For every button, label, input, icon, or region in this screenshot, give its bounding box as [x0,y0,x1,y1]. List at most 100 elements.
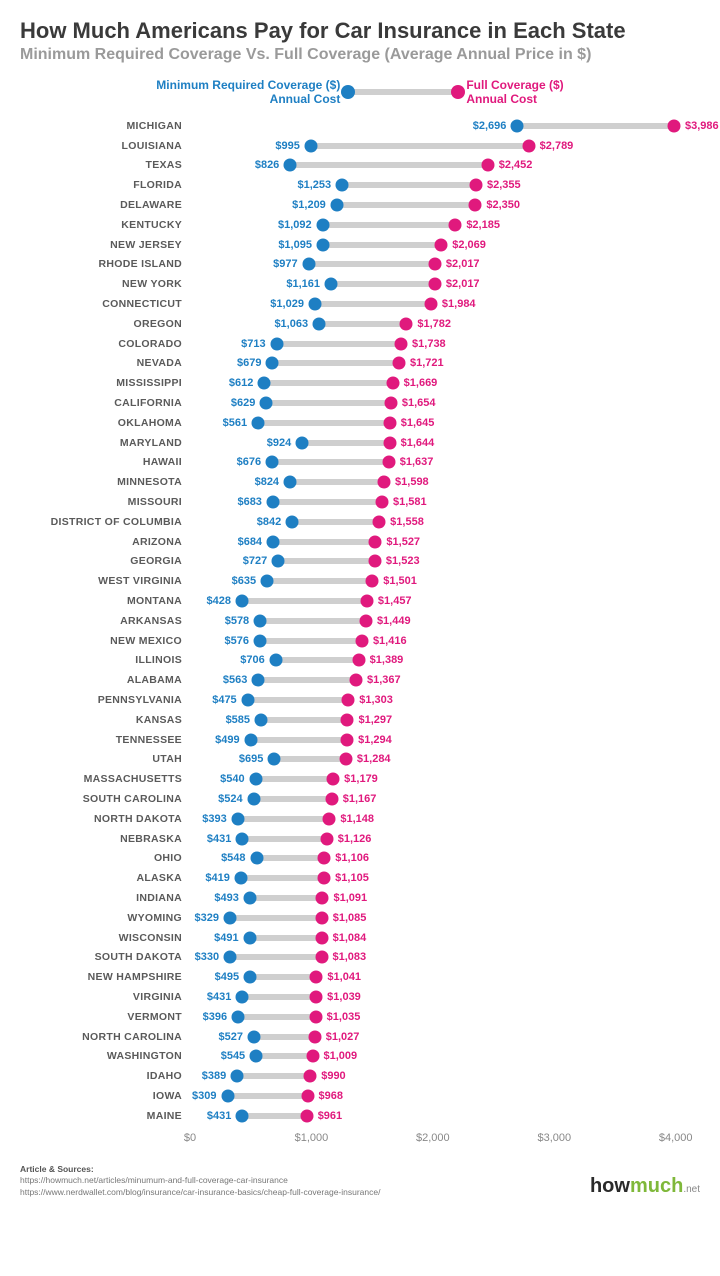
min-value: $495 [215,971,239,983]
bar-area: $545$1,009 [190,1046,700,1066]
min-value: $475 [212,694,236,706]
full-value: $990 [321,1070,345,1082]
min-value: $924 [267,437,291,449]
connector [258,677,356,683]
state-label: UTAH [20,753,190,765]
connector [242,1113,306,1119]
chart-row: NEBRASKA$431$1,126 [20,829,700,849]
bar-area: $499$1,294 [190,730,700,750]
bar-area: $585$1,297 [190,710,700,730]
min-value: $431 [207,991,231,1003]
legend-min-line1: Minimum Required Coverage ($) [156,78,340,92]
footer: Article & Sources: https://howmuch.net/a… [20,1164,700,1198]
bar-area: $431$1,039 [190,987,700,1007]
full-value: $1,598 [395,476,429,488]
full-value: $961 [318,1110,342,1122]
min-value: $548 [221,852,245,864]
bar-area: $329$1,085 [190,908,700,928]
full-value: $1,297 [358,714,392,726]
bar-area: $393$1,148 [190,809,700,829]
full-dot [315,931,328,944]
bar-area: $578$1,449 [190,611,700,631]
chart-row: OREGON$1,063$1,782 [20,314,700,334]
full-dot [428,278,441,291]
full-dot [341,713,354,726]
min-value: $1,063 [274,318,308,330]
full-value: $1,654 [402,397,436,409]
chart-row: MONTANA$428$1,457 [20,591,700,611]
chart-row: NEVADA$679$1,721 [20,354,700,374]
connector [342,182,476,188]
full-value: $1,294 [358,734,392,746]
bar-area: $576$1,416 [190,631,700,651]
min-dot [268,753,281,766]
bar-area: $612$1,669 [190,373,700,393]
legend-full-dot [451,85,465,99]
state-label: KENTUCKY [20,219,190,231]
source-link-1: https://howmuch.net/articles/minumum-and… [20,1175,380,1186]
bar-area: $1,209$2,350 [190,195,700,215]
min-dot [330,199,343,212]
state-label: NEW MEXICO [20,635,190,647]
min-value: $713 [241,338,265,350]
min-dot [270,337,283,350]
chart-row: SOUTH DAKOTA$330$1,083 [20,947,700,967]
full-value: $2,017 [446,278,480,290]
chart-row: ARKANSAS$578$1,449 [20,611,700,631]
legend-full-line1: Full Coverage ($) [466,78,563,92]
full-dot [325,792,338,805]
state-label: WISCONSIN [20,932,190,944]
connector [331,281,435,287]
state-label: MAINE [20,1110,190,1122]
chart-row: WASHINGTON$545$1,009 [20,1046,700,1066]
chart-row: VERMONT$396$1,035 [20,1007,700,1027]
state-label: SOUTH DAKOTA [20,951,190,963]
axis-tick: $2,000 [416,1132,450,1144]
connector [323,242,441,248]
full-value: $1,035 [327,1011,361,1023]
bar-area: $977$2,017 [190,255,700,275]
chart-row: UTAH$695$1,284 [20,750,700,770]
min-value: $1,092 [278,219,312,231]
full-value: $2,350 [486,199,520,211]
bar-area: $1,063$1,782 [190,314,700,334]
bar-area: $540$1,179 [190,769,700,789]
min-dot [316,218,329,231]
connector [254,1034,315,1040]
state-label: VIRGINIA [20,991,190,1003]
bar-area: $1,161 $2,017 [190,274,700,294]
state-label: ARIZONA [20,536,190,548]
connector [319,321,406,327]
connector [278,558,375,564]
full-value: $2,789 [540,140,574,152]
full-dot [469,199,482,212]
bar-area: $475$1,303 [190,690,700,710]
connector [230,915,322,921]
bar-area: $635$1,501 [190,571,700,591]
state-label: GEORGIA [20,555,190,567]
full-value: $1,501 [383,575,417,587]
min-dot [243,931,256,944]
chart-row: MARYLAND$924$1,644 [20,433,700,453]
full-dot [309,1010,322,1023]
min-value: $491 [214,932,238,944]
state-label: DISTRICT OF COLUMBIA [20,516,190,528]
bar-area: $561$1,645 [190,413,700,433]
state-label: LOUISIANA [20,140,190,152]
chart-row: TEXAS$826$2,452 [20,156,700,176]
chart-row: CONNECTICUT$1,029$1,984 [20,294,700,314]
state-label: OHIO [20,852,190,864]
connector [276,657,359,663]
min-dot [260,397,273,410]
full-dot [300,1109,313,1122]
min-dot [244,971,257,984]
min-value: $1,161 [286,278,320,290]
state-label: HAWAII [20,456,190,468]
full-dot [369,535,382,548]
chart-row: NEW MEXICO$576$1,416 [20,631,700,651]
full-value: $1,284 [357,753,391,765]
min-dot [236,832,249,845]
connector [272,360,399,366]
state-label: MISSOURI [20,496,190,508]
state-label: ALABAMA [20,674,190,686]
